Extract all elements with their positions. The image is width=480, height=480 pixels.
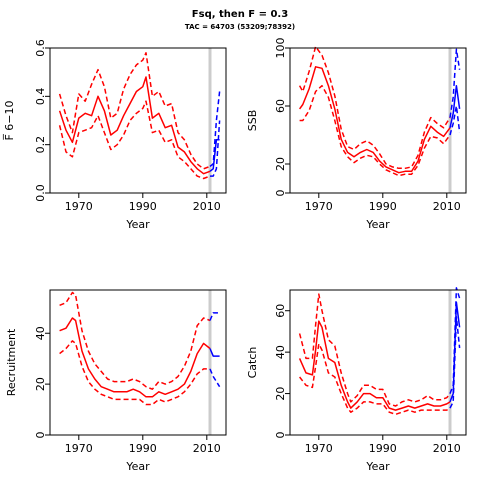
x-tick-label: 1990 [129,442,157,455]
y-axis-label: Recruitment [5,328,18,396]
forecast-interval-line [449,316,461,409]
y-tick-label: 40 [274,345,287,359]
forecast-line [449,84,461,128]
y-axis-label: SSB [246,110,259,132]
y-tick-label: 20 [274,387,287,401]
estimate-line [58,76,211,175]
forecast-interval-line [210,120,221,177]
x-tick-label: 1990 [369,442,397,455]
estimate-interval-line [59,291,211,390]
chart-title: Fsq, then F = 0.3 [191,9,289,20]
estimate-interval-line [298,293,451,407]
estimate-interval-line [298,45,451,170]
x-tick-label: 1970 [305,200,333,213]
y-tick-label: 0 [34,432,47,439]
x-tick-label: 1990 [129,200,157,213]
y-axis-label: Catch [246,347,259,379]
forecast-interval-line [449,48,461,118]
y-tick-label: 100 [274,38,287,59]
x-tick-label: 1970 [65,442,93,455]
x-tick-label: 2010 [193,442,221,455]
estimate-interval-line [299,84,451,177]
forecast-interval-line [209,312,220,321]
estimate-interval-line [58,52,211,170]
panel-3: 1970 1990 2010 Year 0 20 40 Recruitment [5,289,227,473]
x-axis-label: Year [365,460,390,473]
x-tick-label: 1970 [305,442,333,455]
estimate-line [298,320,451,411]
y-tick-label: 60 [274,99,287,113]
estimate-interval-line [59,340,210,406]
estimate-interval-line [299,343,451,416]
panel-4: 1970 1990 2010 Year 0 20 40 60 Catch [246,287,467,473]
plot-frame [49,289,227,436]
x-axis-label: Year [125,460,150,473]
x-tick-label: 1970 [65,200,93,213]
plot-frame [289,289,467,436]
x-axis-label: Year [365,218,390,231]
estimate-interval-line [58,100,211,180]
y-tick-label: 60 [274,304,287,318]
y-tick-label: 40 [34,326,47,340]
forecast-interval-line [449,105,461,136]
panel-2: 1970 1990 2010 Year 0 20 60 100 SSB [246,38,467,231]
x-tick-label: 2010 [433,200,461,213]
x-tick-label: 2010 [193,200,221,213]
x-tick-label: 1990 [369,200,397,213]
estimate-line [59,317,211,398]
plot-frame [49,47,227,194]
y-tick-label: 20 [34,377,47,391]
forecast-interval-line [209,368,221,388]
y-tick-label: 0 [274,432,287,439]
x-axis-label: Year [125,218,150,231]
y-tick-label: 0.4 [34,88,47,106]
panel-1: 1970 1990 2010 Year 0.0 0.2 0.4 0.6 F̅ 6−10 [3,39,227,231]
forecast-interval-line [449,287,461,394]
estimate-line [298,66,451,174]
y-tick-label: 20 [274,157,287,171]
y-tick-label: 0.0 [34,184,47,202]
y-axis-label: F̅ 6−10 [3,100,16,140]
y-tick-label: 0.2 [34,136,47,154]
forecast-line [209,348,220,357]
forecast-interval-line [209,91,221,167]
chart-subtitle: TAC = 64703 (53209;78392) [184,23,296,31]
y-tick-label: 0 [274,190,287,197]
plot-frame [289,47,467,194]
y-tick-label: 0.6 [34,39,47,57]
x-tick-label: 2010 [433,442,461,455]
